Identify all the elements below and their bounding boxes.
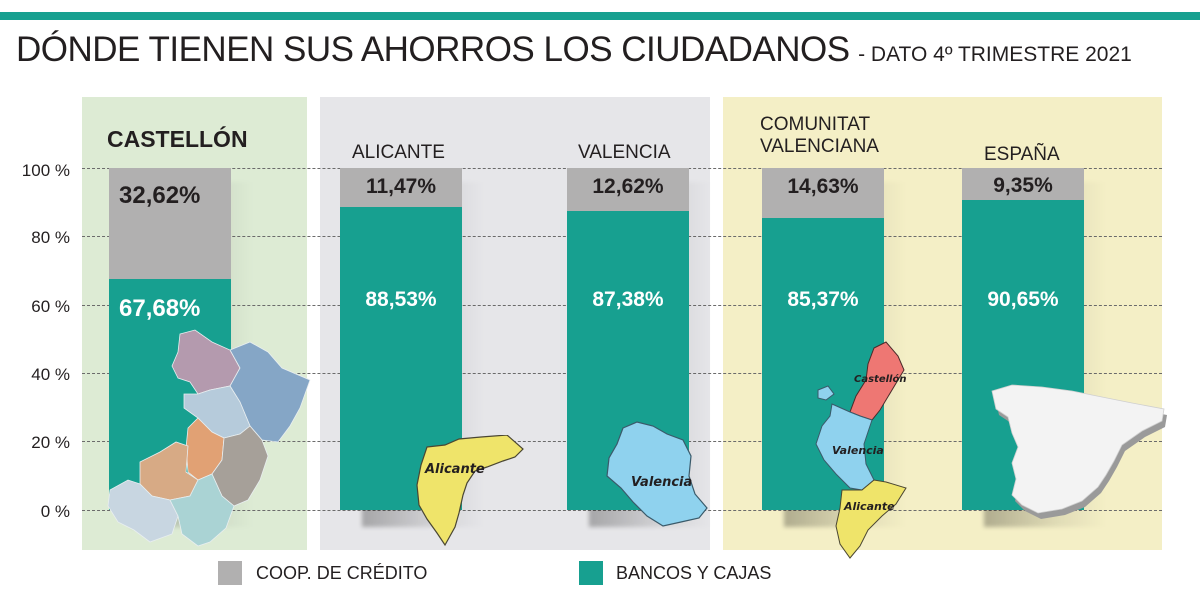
category-label-cv-line1: COMUNITAT	[760, 114, 871, 135]
alicante-map-label: Alicante	[424, 462, 485, 477]
spain-map-icon	[991, 384, 1167, 519]
value-label-coop: 11,47%	[365, 175, 437, 198]
value-label-coop: 32,62%	[119, 182, 201, 209]
category-label-castellon: CASTELLÓN	[107, 126, 248, 152]
value-label-coop: 12,62%	[592, 175, 664, 198]
value-label-bank: 87,38%	[592, 288, 664, 311]
y-tick-80: 80 %	[31, 228, 70, 247]
bar-segment-coop: 32,62%	[109, 168, 231, 279]
gridline-0	[82, 510, 1162, 511]
category-label-alicante: ALICANTE	[352, 142, 445, 163]
y-tick-20: 20 %	[31, 433, 70, 452]
value-label-bank: 88,53%	[365, 288, 437, 311]
category-label-espana: ESPAÑA	[984, 144, 1060, 165]
cv-map-label-alicante: Alicante	[843, 500, 895, 513]
value-label-coop: 9,35%	[993, 174, 1053, 197]
legend-swatch-bank	[579, 561, 603, 585]
title-subtitle: - DATO 4º TRIMESTRE 2021	[858, 43, 1132, 66]
top-accent-bar	[0, 12, 1200, 20]
valencia-map-icon: Valencia	[606, 421, 708, 527]
category-label-valencia: VALENCIA	[578, 142, 671, 163]
value-label-bank: 67,68%	[119, 295, 201, 322]
bar-segment-coop: 14,63%	[762, 168, 884, 218]
value-label-bank: 90,65%	[987, 288, 1059, 311]
category-label-cv-line2: VALENCIANA	[760, 136, 879, 157]
bar-segment-coop: 11,47%	[340, 168, 462, 207]
y-tick-60: 60 %	[31, 297, 70, 316]
comunitat-valenciana-map-icon: Castellón Valencia Alicante	[815, 341, 907, 559]
title-main: DÓNDE TIENEN SUS AHORROS LOS CIUDADANOS	[16, 30, 850, 69]
legend-label-bank: BANCOS Y CAJAS	[616, 563, 772, 583]
value-label-coop: 14,63%	[787, 175, 859, 198]
bar-segment-coop: 12,62%	[567, 168, 689, 211]
cv-map-label-valencia: Valencia	[832, 444, 884, 457]
chart-title: DÓNDE TIENEN SUS AHORROS LOS CIUDADANOS …	[16, 30, 1132, 70]
value-label-bank: 85,37%	[787, 288, 859, 311]
valencia-map-label: Valencia	[631, 475, 692, 490]
legend-swatch-coop	[218, 561, 242, 585]
bar-segment-coop: 9,35%	[962, 168, 1084, 200]
y-tick-40: 40 %	[31, 365, 70, 384]
cv-map-label-castellon: Castellón	[854, 373, 906, 385]
castellon-map-icon	[107, 329, 311, 547]
y-tick-100: 100 %	[21, 161, 70, 180]
alicante-map-icon: Alicante	[416, 435, 524, 547]
category-label-cv: COMUNITAT VALENCIANA	[760, 114, 879, 158]
y-tick-0: 0 %	[40, 502, 70, 521]
legend-label-coop: COOP. DE CRÉDITO	[256, 563, 428, 583]
